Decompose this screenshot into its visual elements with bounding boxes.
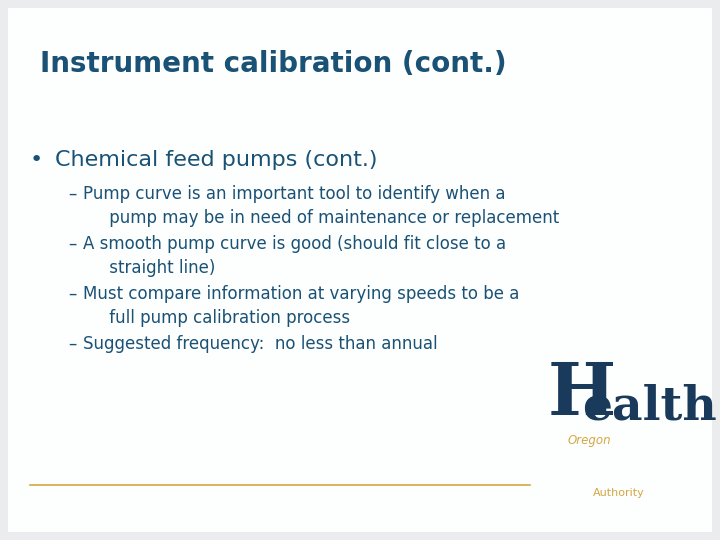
- Text: H: H: [548, 359, 616, 430]
- Text: Must compare information at varying speeds to be a
     full pump calibration pr: Must compare information at varying spee…: [83, 285, 519, 327]
- Text: ealth: ealth: [582, 384, 716, 430]
- Text: –: –: [68, 335, 76, 353]
- Text: –: –: [68, 235, 76, 253]
- Text: Suggested frequency:  no less than annual: Suggested frequency: no less than annual: [83, 335, 438, 353]
- Text: –: –: [68, 185, 76, 203]
- Text: Pump curve is an important tool to identify when a
     pump may be in need of m: Pump curve is an important tool to ident…: [83, 185, 559, 227]
- Text: Instrument calibration (cont.): Instrument calibration (cont.): [40, 50, 507, 78]
- Text: –: –: [68, 285, 76, 303]
- Text: Oregon: Oregon: [568, 434, 611, 447]
- Text: •: •: [30, 150, 43, 170]
- FancyBboxPatch shape: [8, 8, 712, 532]
- Text: A smooth pump curve is good (should fit close to a
     straight line): A smooth pump curve is good (should fit …: [83, 235, 506, 278]
- Text: Chemical feed pumps (cont.): Chemical feed pumps (cont.): [55, 150, 377, 170]
- Text: Authority: Authority: [593, 488, 644, 498]
